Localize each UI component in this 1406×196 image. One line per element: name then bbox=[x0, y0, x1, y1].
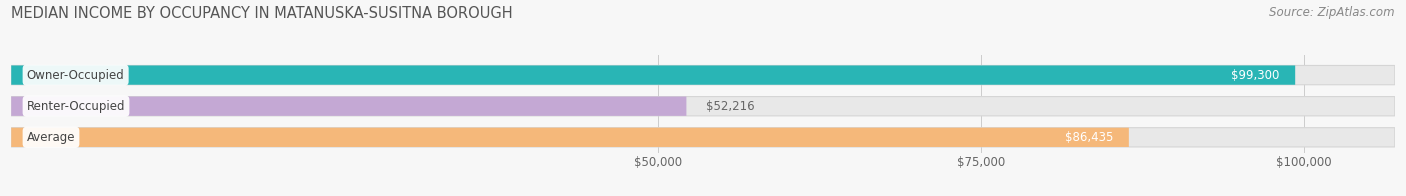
FancyBboxPatch shape bbox=[11, 97, 686, 116]
FancyBboxPatch shape bbox=[11, 65, 1395, 85]
FancyBboxPatch shape bbox=[11, 65, 1295, 85]
Text: Average: Average bbox=[27, 131, 76, 144]
Text: Owner-Occupied: Owner-Occupied bbox=[27, 69, 125, 82]
FancyBboxPatch shape bbox=[11, 128, 1129, 147]
Text: Renter-Occupied: Renter-Occupied bbox=[27, 100, 125, 113]
FancyBboxPatch shape bbox=[11, 128, 1395, 147]
Text: $52,216: $52,216 bbox=[706, 100, 755, 113]
Text: $99,300: $99,300 bbox=[1232, 69, 1279, 82]
FancyBboxPatch shape bbox=[11, 97, 1395, 116]
Text: Source: ZipAtlas.com: Source: ZipAtlas.com bbox=[1270, 6, 1395, 19]
Text: MEDIAN INCOME BY OCCUPANCY IN MATANUSKA-SUSITNA BOROUGH: MEDIAN INCOME BY OCCUPANCY IN MATANUSKA-… bbox=[11, 6, 513, 21]
Text: $86,435: $86,435 bbox=[1064, 131, 1114, 144]
